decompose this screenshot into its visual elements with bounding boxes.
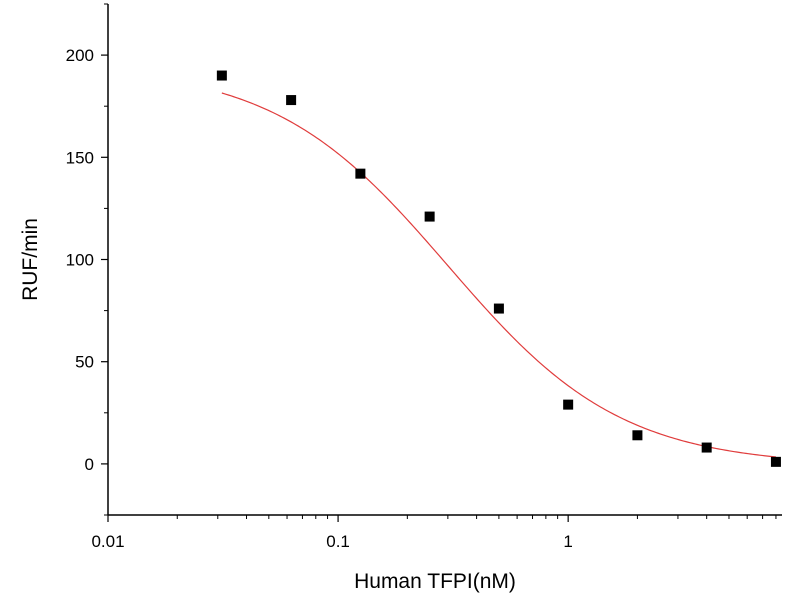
x-tick-label: 0.01 xyxy=(91,532,124,551)
x-tick-label: 1 xyxy=(563,532,572,551)
fit-curve xyxy=(221,92,777,458)
y-tick-label: 0 xyxy=(85,455,94,474)
x-axis-title: Human TFPI(nM) xyxy=(354,570,516,593)
data-point xyxy=(632,430,643,441)
data-point xyxy=(424,211,435,222)
data-point xyxy=(701,442,712,453)
y-axis-title: RUF/min xyxy=(19,218,42,301)
data-point xyxy=(286,95,297,106)
tick-labels: 0 50 100 150 200 0.01 0.1 1 xyxy=(66,46,573,551)
y-tick-label: 100 xyxy=(66,251,94,270)
data-point xyxy=(563,399,574,410)
data-point xyxy=(216,70,227,81)
x-tick-label: 0.1 xyxy=(326,532,350,551)
data-points xyxy=(216,70,781,467)
data-point xyxy=(770,456,781,467)
y-tick-label: 200 xyxy=(66,46,94,65)
data-point xyxy=(493,303,504,314)
y-tick-label: 50 xyxy=(75,353,94,372)
ticks xyxy=(101,3,777,522)
axes xyxy=(107,4,782,516)
y-tick-label: 150 xyxy=(66,148,94,167)
data-point xyxy=(355,168,366,179)
